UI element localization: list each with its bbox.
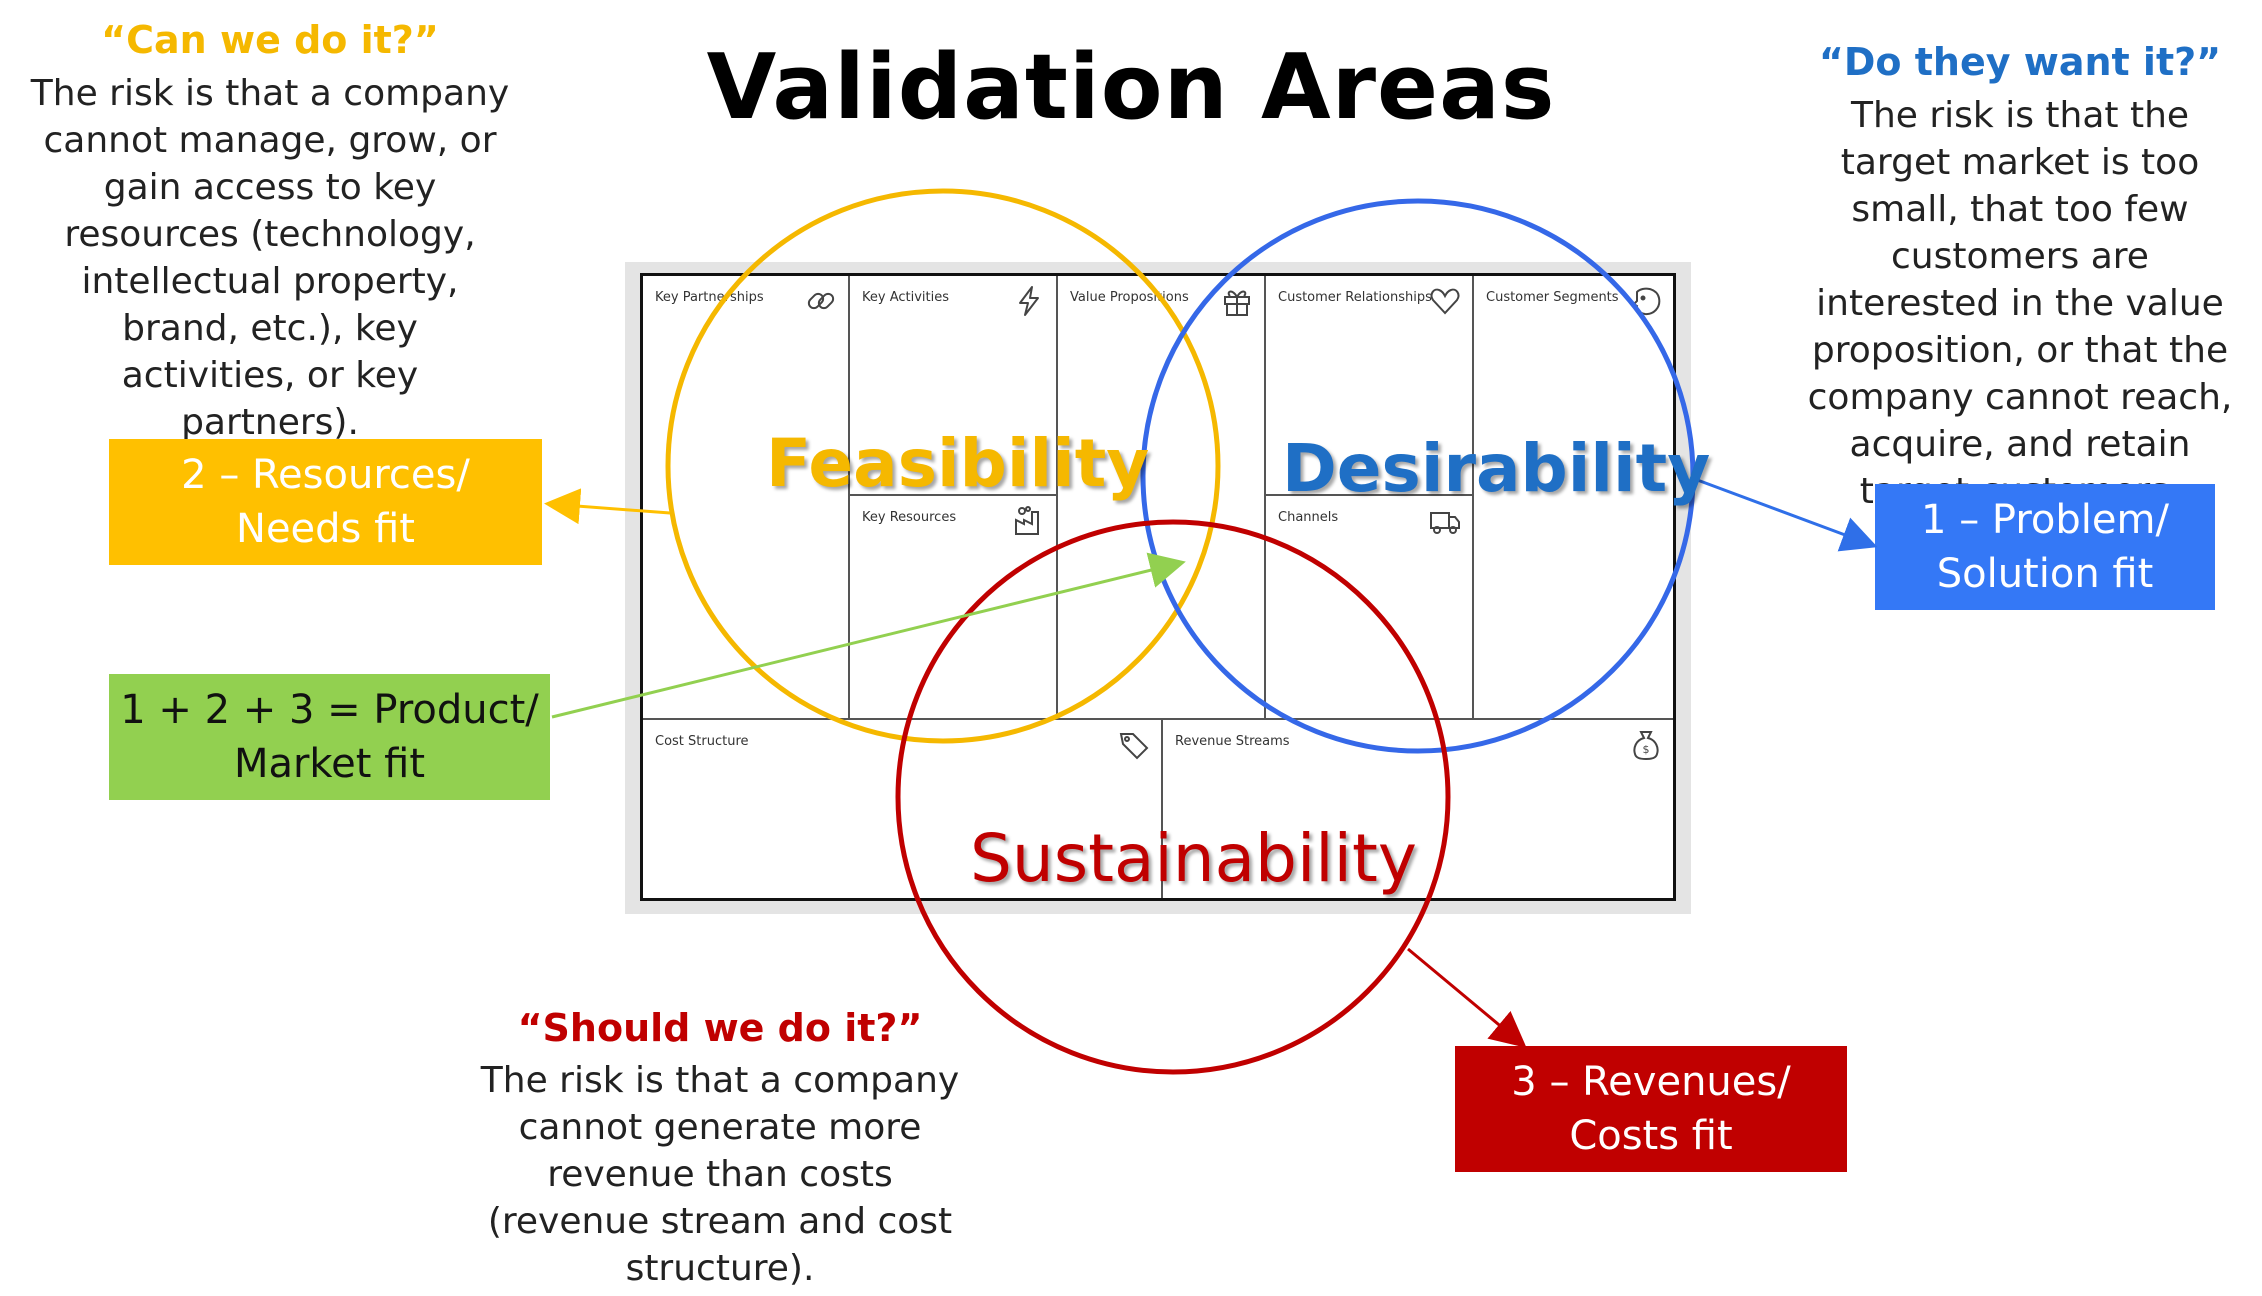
cost-structure-label: Cost Structure <box>655 734 749 749</box>
price-tag-icon <box>1119 733 1149 760</box>
key-activities-cell: Key Activities <box>850 276 1058 496</box>
truck-icon <box>1430 512 1460 534</box>
problem-solution-arrow <box>1691 476 1878 552</box>
key-activities-label: Key Activities <box>862 290 950 305</box>
feasibility-circle <box>665 188 1221 744</box>
channels-label: Channels <box>1278 510 1339 525</box>
money-bag-icon: $ <box>1633 731 1659 761</box>
revenues-costs-fit-box: 3 – Revenues/ Costs fit <box>1455 1046 1847 1172</box>
feasibility-description: The risk is that a company cannot manage… <box>30 73 510 443</box>
desirability-circle <box>1140 198 1696 754</box>
product-market-fit-box: 1 + 2 + 3 = Product/ Market fit <box>109 674 550 800</box>
cost-structure-cell: Cost Structure <box>643 718 1163 898</box>
resources-needs-fit-label: 2 – Resources/ Needs fit <box>181 452 470 552</box>
heart-icon <box>1430 288 1460 315</box>
channels-cell: Channels <box>1266 496 1474 718</box>
desirability-question: “Do they want it?” <box>1818 40 2222 84</box>
customer-segments-cell: Customer Segments <box>1474 276 1673 718</box>
problem-solution-fit-box: 1 – Problem/ Solution fit <box>1875 484 2215 610</box>
customer-relationships-label: Customer Relationships <box>1278 290 1432 305</box>
link-icon <box>807 292 835 310</box>
sustainability-label: Sustainability <box>970 820 1417 897</box>
product-market-fit-label: 1 + 2 + 3 = Product/ Market fit <box>120 687 539 787</box>
problem-solution-fit-label: 1 – Problem/ Solution fit <box>1921 497 2169 597</box>
revenues-costs-fit-label: 3 – Revenues/ Costs fit <box>1511 1059 1791 1159</box>
lightning-icon <box>1019 286 1039 316</box>
feasibility-label: Feasibility <box>766 425 1150 502</box>
key-resources-label: Key Resources <box>862 510 957 525</box>
desirability-label: Desirability <box>1282 430 1711 507</box>
page-title: Validation Areas <box>706 35 1556 140</box>
gift-icon <box>1224 290 1250 316</box>
revenue-streams-cell: Revenue Streams $ <box>1163 718 1673 898</box>
sustainability-circle <box>895 519 1451 1075</box>
desirability-description: The risk is that the target market is to… <box>1807 95 2233 512</box>
key-partnerships-label: Key Partnerships <box>655 290 764 305</box>
feasibility-question: “Can we do it?” <box>101 18 439 62</box>
customer-relationships-cell: Customer Relationships <box>1266 276 1474 496</box>
revenue-streams-label: Revenue Streams <box>1175 734 1290 749</box>
resources-needs-fit-box: 2 – Resources/ Needs fit <box>109 439 542 565</box>
customer-segments-label: Customer Segments <box>1486 290 1619 305</box>
product-market-arrow <box>551 552 1186 719</box>
key-resources-cell: Key Resources <box>850 496 1058 718</box>
key-partnerships-cell: Key Partnerships <box>643 276 850 718</box>
svg-text:$: $ <box>1643 743 1650 756</box>
sustainability-description: The risk is that a company cannot genera… <box>480 1060 960 1289</box>
sustainability-question: “Should we do it?” <box>517 1006 923 1050</box>
revenues-costs-arrow <box>1407 947 1527 1048</box>
factory-icon <box>1015 506 1039 535</box>
resources-needs-arrow <box>544 488 671 525</box>
